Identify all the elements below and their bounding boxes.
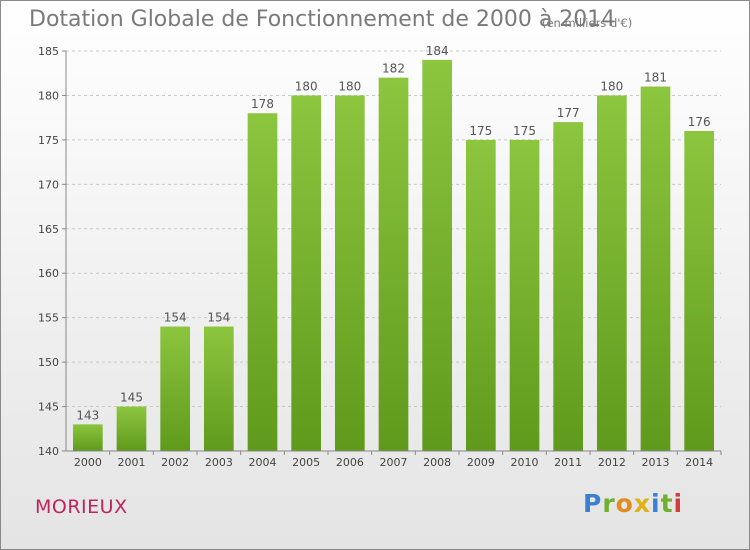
x-tick-label: 2003: [205, 456, 233, 469]
bar-2000: [72, 424, 103, 451]
commune-name: MORIEUX: [35, 496, 128, 518]
data-label: 180: [600, 79, 623, 93]
bar-2006: [334, 95, 365, 451]
y-tick-label: 160: [38, 267, 59, 280]
data-label: 176: [688, 115, 711, 129]
x-tick-label: 2007: [380, 456, 408, 469]
bar-2002: [160, 326, 191, 451]
bar-2008: [422, 59, 453, 452]
data-label: 184: [426, 44, 449, 58]
data-label: 177: [557, 106, 580, 120]
bar-2011: [553, 122, 584, 451]
y-tick-label: 175: [38, 134, 59, 147]
x-tick-label: 2005: [292, 456, 320, 469]
bar-2014: [684, 131, 715, 451]
data-label: 175: [513, 124, 536, 138]
data-label: 182: [382, 62, 405, 76]
x-tick-label: 2009: [467, 456, 495, 469]
x-tick-label: 2012: [598, 456, 626, 469]
y-tick-label: 170: [38, 178, 59, 191]
data-label: 145: [120, 391, 143, 405]
logo-letter: i: [673, 489, 684, 518]
data-label: 175: [469, 124, 492, 138]
x-tick-label: 2013: [642, 456, 670, 469]
x-tick-label: 2002: [161, 456, 189, 469]
x-tick-label: 2000: [74, 456, 102, 469]
proxiti-logo: Proxiti: [583, 489, 683, 518]
y-tick-label: 150: [38, 356, 59, 369]
y-tick-label: 155: [38, 312, 59, 325]
x-tick-label: 2004: [249, 456, 277, 469]
logo-letter: i: [651, 489, 661, 518]
data-label: 180: [295, 79, 318, 93]
logo-letter: P: [583, 489, 603, 518]
x-tick-label: 2014: [685, 456, 713, 469]
bar-2003: [203, 326, 234, 451]
data-label: 181: [644, 71, 667, 85]
bar-2004: [247, 113, 278, 451]
bar-2013: [640, 86, 671, 452]
logo-letter: r: [602, 489, 616, 518]
data-label: 154: [164, 311, 187, 325]
x-tick-label: 2001: [118, 456, 146, 469]
x-tick-label: 2010: [511, 456, 539, 469]
x-tick-label: 2006: [336, 456, 364, 469]
x-tick-label: 2011: [554, 456, 582, 469]
y-tick-label: 165: [38, 223, 59, 236]
logo-letter: x: [633, 489, 651, 518]
data-label: 143: [76, 408, 99, 422]
bar-2005: [291, 95, 322, 451]
y-tick-label: 140: [38, 445, 59, 458]
bar-2010: [509, 139, 540, 451]
y-tick-label: 180: [38, 89, 59, 102]
logo-letter: t: [660, 489, 674, 518]
chart-unit: (en milliers d'€): [542, 16, 633, 30]
bar-2001: [116, 406, 147, 451]
x-tick-label: 2008: [423, 456, 451, 469]
y-tick-label: 185: [38, 45, 59, 58]
data-label: 154: [207, 311, 230, 325]
logo-letter: o: [615, 489, 634, 518]
bar-2007: [378, 77, 409, 452]
y-tick-label: 145: [38, 401, 59, 414]
data-label: 178: [251, 97, 274, 111]
bar-2012: [596, 95, 627, 451]
chart-title: Dotation Globale de Fonctionnement de 20…: [29, 7, 616, 32]
bar-2009: [465, 139, 496, 451]
data-label: 180: [338, 79, 361, 93]
